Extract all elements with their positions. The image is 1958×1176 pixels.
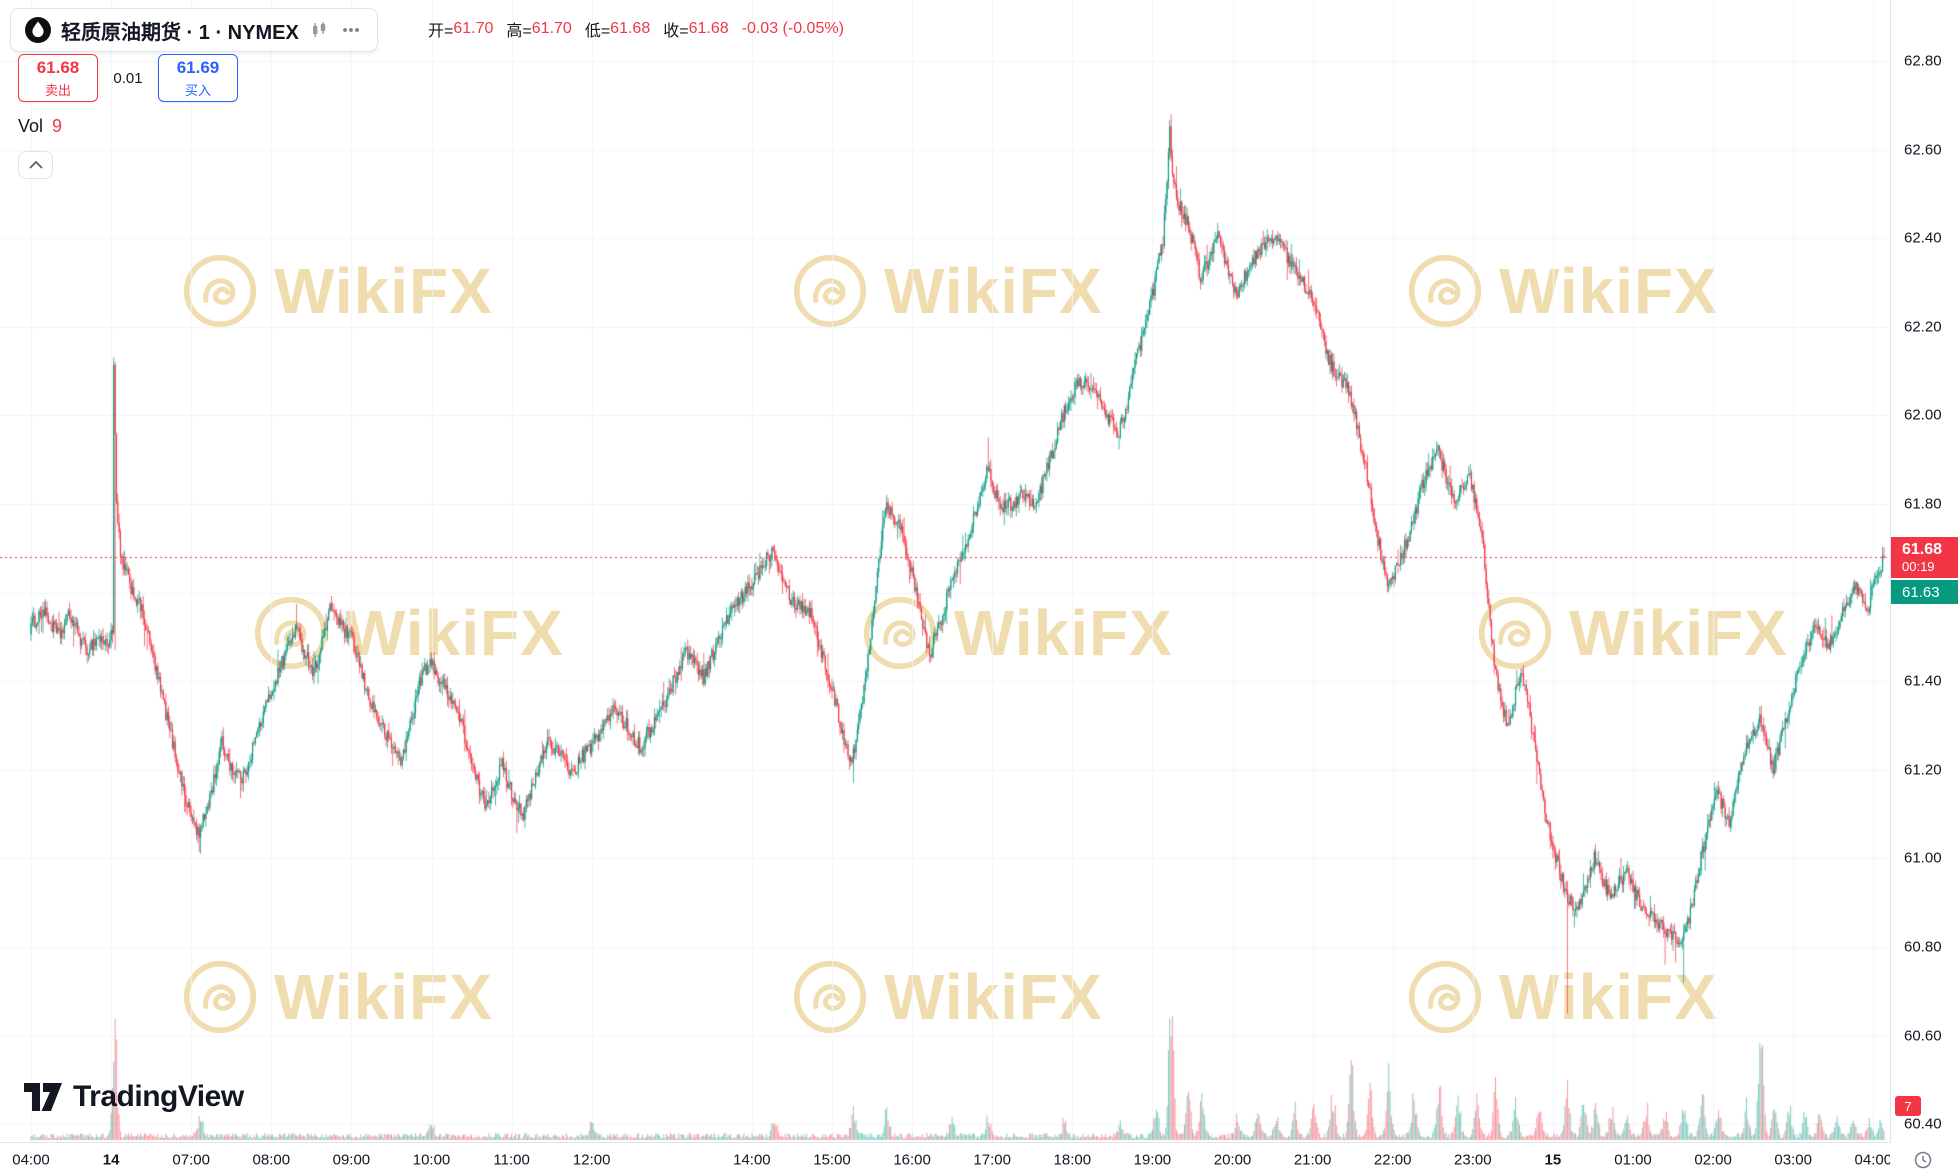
low-value: 61.68 [610,20,651,37]
time-axis-label: 15:00 [813,1151,851,1168]
chart-pane[interactable]: WikiFXWikiFXWikiFXWikiFXWikiFXWikiFXWiki… [0,0,1891,1143]
sell-label: 卖出 [44,82,71,98]
price-axis-label: 61.80 [1904,495,1942,513]
ohlc-low: 低= 61.68 [585,17,650,41]
sell-price: 61.68 [36,57,80,77]
time-axis-label: 03:00 [1774,1151,1812,1168]
price-axis-label: 62.40 [1904,229,1942,247]
crude-oil-symbol-logo-icon [25,17,51,43]
time-axis-label: 15 [1544,1151,1562,1168]
time-axis-label: 20:00 [1213,1151,1252,1168]
bar-countdown: 00:19 [1902,559,1935,574]
ohlc-high: 高= 61.70 [506,17,571,41]
price-axis-label: 62.80 [1904,52,1942,70]
counter-price-badge: 61.63 [1891,580,1958,604]
symbol-title: 轻质原油期货 · 1 · NYMEX [61,21,299,44]
buy-price: 61.69 [176,57,220,77]
candlestick-chart-canvas[interactable] [0,0,1890,1142]
price-axis-label: 61.20 [1904,761,1942,779]
time-axis-label: 14 [102,1151,120,1168]
time-axis-label: 18:00 [1053,1151,1092,1168]
timezone-clock-button[interactable] [1910,1149,1936,1171]
time-axis[interactable]: 04:00 14 07:00 08:00 09:00 10:00 11:00 12:00 14:… [0,1143,1958,1176]
last-volume-value: 7 [1904,1098,1912,1114]
sell-button[interactable]: 61.68 卖出 [18,54,98,102]
counter-price-value: 61.63 [1902,583,1940,601]
time-axis-label: 16:00 [893,1151,931,1168]
time-labels: 04:00 14 07:00 08:00 09:00 10:00 11:00 12:00 14:… [0,1143,1890,1176]
time-axis-label: 21:00 [1293,1151,1332,1168]
time-axis-label: 23:00 [1454,1151,1492,1168]
price-axis-label: 62.60 [1904,141,1942,159]
price-axis[interactable]: 61.68 00:19 61.63 7 62.80 62.60 62.40 62.20… [1891,0,1958,1142]
price-axis-label: 60.40 [1904,1115,1942,1133]
time-axis-label: 04:00 [1854,1151,1890,1168]
ohlc-open: 开= 61.70 [428,17,493,41]
price-axis-label: 62.00 [1904,406,1942,424]
vol-label: Vol [18,116,44,136]
spread-value: 0.01 [113,69,143,87]
time-axis-label: 11:00 [493,1151,530,1168]
last-price-badge: 61.68 00:19 [1891,537,1958,578]
time-axis-label: 17:00 [973,1151,1011,1168]
volume-indicator: Vol 9 [18,116,62,137]
open-value: 61.70 [453,20,494,37]
symbol-pill[interactable]: 轻质原油期货 · 1 · NYMEX [10,8,378,52]
time-axis-label: 04:00 [12,1151,50,1168]
ohlc-summary: 开= 61.70 高= 61.70 低= 61.68 收= 61.68 -0.03 (-… [428,8,844,50]
clock-icon [1914,1151,1932,1169]
more-options-icon[interactable] [339,19,363,41]
last-price-value: 61.68 [1902,541,1943,558]
last-volume-badge: 7 [1895,1096,1921,1116]
time-axis-label: 01:00 [1614,1151,1652,1168]
open-label: 开= [428,23,454,40]
high-label: 高= [506,23,532,40]
price-axis-label: 60.60 [1904,1027,1942,1045]
ohlc-close: 收= 61.68 [663,17,728,41]
chart-style-icon[interactable] [309,20,329,40]
time-axis-label: 10:00 [412,1151,451,1168]
time-axis-label: 07:00 [172,1151,210,1168]
close-value: 61.68 [688,20,729,37]
low-label: 低= [584,23,611,40]
price-axis-label: 60.80 [1904,938,1942,956]
time-axis-label: 14:00 [733,1151,771,1168]
time-axis-label: 12:00 [572,1151,611,1168]
time-axis-label: 19:00 [1133,1151,1172,1168]
buy-label: 买入 [184,82,211,98]
tradingview-glyph-icon [24,1083,62,1111]
high-value: 61.70 [531,20,572,37]
trade-panel: 61.68 卖出 0.01 61.69 买入 [18,54,238,102]
price-axis-label: 61.40 [1904,672,1942,690]
time-axis-label: 02:00 [1694,1151,1732,1168]
chevron-up-icon [28,160,43,169]
time-axis-label: 22:00 [1373,1151,1412,1168]
change-value: -0.03 (-0.05%) [741,20,844,37]
close-label: 收= [663,23,689,40]
time-axis-label: 08:00 [252,1151,291,1168]
price-axis-label: 61.00 [1904,849,1942,867]
price-axis-label: 62.20 [1904,318,1942,336]
time-axis-label: 09:00 [332,1151,371,1168]
tradingview-logo-text: TradingView [73,1080,244,1113]
buy-button[interactable]: 61.69 买入 [158,54,238,102]
vol-value: 9 [52,116,63,136]
collapse-panel-button[interactable] [18,151,53,179]
tradingview-logo[interactable]: TradingView [24,1080,244,1114]
